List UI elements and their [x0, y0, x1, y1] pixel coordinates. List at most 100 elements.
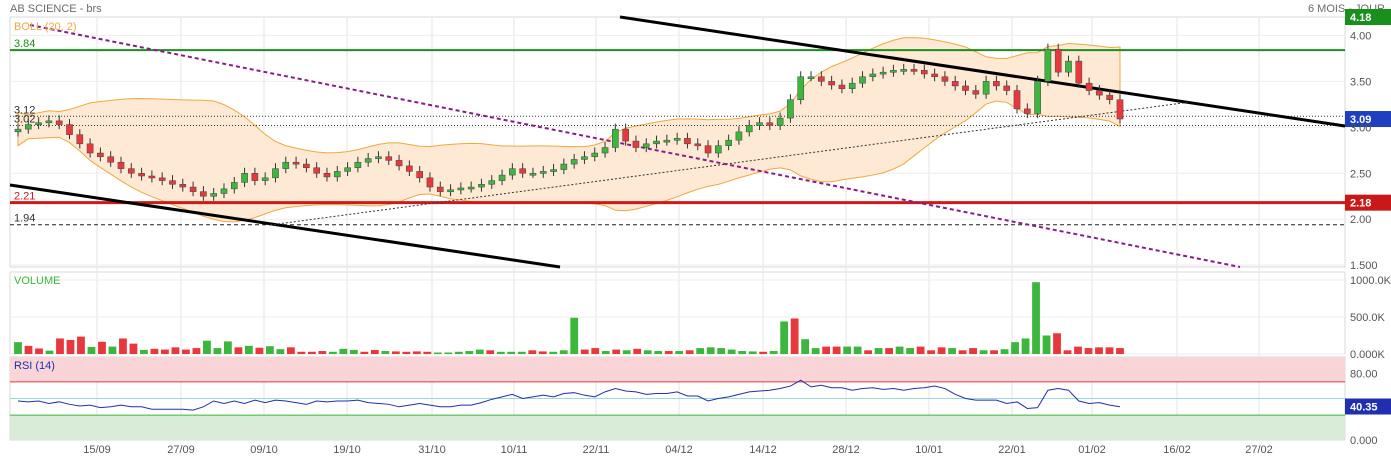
level-label: 3.84 [14, 38, 35, 50]
candle-body [550, 169, 557, 172]
candle-body [395, 160, 403, 167]
volume-bar [370, 349, 379, 354]
volume-bar [769, 351, 778, 354]
volume-bar [182, 349, 190, 354]
volume-bar [580, 349, 589, 354]
candle-body [66, 124, 73, 135]
volume-bar [496, 351, 505, 354]
volume-bar [780, 321, 789, 354]
candle-body [673, 138, 681, 141]
volume-bar [402, 351, 411, 354]
last-price-badge-text: 3.09 [1350, 114, 1371, 126]
candle-body [1096, 90, 1103, 96]
volume-bar [412, 351, 421, 354]
candle-body [591, 152, 599, 157]
volume-bar [307, 351, 316, 354]
volume-bar [633, 348, 642, 354]
downtrend-upper[interactable] [619, 15, 1346, 128]
volume-bar [1105, 347, 1114, 354]
volume-bar [454, 351, 463, 354]
volume-bar [822, 346, 831, 354]
candle-body [787, 99, 794, 119]
price-tick-label: 3.00 [1350, 122, 1371, 134]
candle-body [632, 140, 640, 148]
candle-body [323, 173, 331, 178]
resistance-badge-text: 4.18 [1350, 12, 1371, 24]
candle-body [807, 76, 815, 79]
level-label: 3.02 [14, 113, 35, 125]
candle-body [848, 82, 856, 89]
volume-bar [465, 351, 474, 354]
x-tick-label: 09/10 [250, 444, 278, 456]
candle-body [982, 81, 990, 95]
level-label: 3.12 [14, 104, 35, 116]
candle-body [519, 168, 526, 174]
candle-body [478, 184, 485, 188]
candle-body [560, 163, 568, 170]
candle-body [261, 177, 269, 181]
volume-bar [56, 338, 64, 354]
candle-body [509, 168, 516, 176]
volume-bar [391, 351, 400, 354]
candle-body [725, 139, 732, 146]
volume-bar [297, 351, 306, 354]
x-tick-label: 04/12 [665, 444, 693, 456]
volume-bar [727, 349, 736, 354]
downtrend-lower[interactable] [9, 183, 561, 269]
x-tick-label: 19/10 [333, 444, 361, 456]
candle-body [797, 76, 805, 100]
volume-bar [381, 351, 390, 354]
candle-body [272, 168, 279, 179]
candle-body [282, 161, 290, 169]
candle-body [55, 120, 63, 125]
volume-bar [612, 349, 621, 354]
level-label: 2.21 [14, 191, 35, 203]
volume-bar [129, 343, 138, 354]
volume-bar [1074, 346, 1082, 354]
candle-body [890, 70, 897, 73]
volume-tick-label: 1000.0K [1350, 275, 1391, 287]
volume-bar [559, 350, 568, 354]
rsi-tick-label: 0.000 [1350, 435, 1378, 447]
candle-body [1003, 85, 1011, 91]
candle-body [838, 84, 846, 89]
volume-bar [622, 350, 631, 354]
uptrend-line[interactable] [269, 101, 1191, 226]
candle-body [14, 128, 22, 133]
volume-bar [990, 350, 998, 354]
candle-body [869, 73, 877, 77]
volume-panel [9, 271, 1346, 355]
candle-body [879, 71, 887, 75]
candle-body [35, 122, 42, 125]
x-tick-label: 27/09 [167, 444, 195, 456]
candle-body [581, 156, 588, 160]
candle-body [694, 143, 702, 147]
volume-bar [675, 351, 684, 354]
volume-bar [811, 348, 820, 354]
x-tick-label: 28/12 [832, 444, 860, 456]
boll-label: BOLL (20, 2) [14, 21, 77, 33]
candle-body [653, 140, 660, 145]
candle-body [1116, 99, 1124, 120]
candle-body [921, 70, 928, 75]
candle-body [1013, 90, 1021, 110]
volume-bar [423, 351, 432, 354]
volume-bar [98, 341, 106, 354]
volume-bar [475, 349, 484, 354]
volume-bar [244, 345, 253, 354]
volume-bar [748, 351, 757, 354]
volume-bar [528, 350, 537, 354]
candle-body [169, 180, 176, 185]
x-tick-label: 22/11 [583, 444, 610, 456]
candle-body [1106, 94, 1114, 100]
candle-body [951, 81, 959, 87]
candle-body [138, 173, 145, 177]
candle-body [292, 161, 300, 165]
candle-body [715, 145, 722, 154]
x-tick-label: 15/09 [83, 444, 111, 456]
volume-bar [549, 351, 558, 354]
candle-body [1075, 60, 1083, 84]
candle-body [344, 167, 351, 172]
candle-body [993, 81, 1000, 87]
